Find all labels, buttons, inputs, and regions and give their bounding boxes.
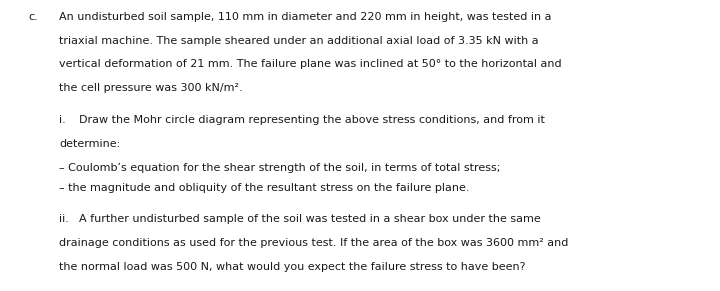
Text: drainage conditions as used for the previous test. If the area of the box was 36: drainage conditions as used for the prev…	[59, 238, 568, 248]
Text: – the magnitude and obliquity of the resultant stress on the failure plane.: – the magnitude and obliquity of the res…	[59, 183, 469, 193]
Text: vertical deformation of 21 mm. The failure plane was inclined at 50° to the hori: vertical deformation of 21 mm. The failu…	[59, 59, 562, 69]
Text: ii.: ii.	[59, 214, 69, 224]
Text: A further undisturbed sample of the soil was tested in a shear box under the sam: A further undisturbed sample of the soil…	[79, 214, 541, 224]
Text: the normal load was 500 N, what would you expect the failure stress to have been: the normal load was 500 N, what would yo…	[59, 262, 526, 272]
Text: the cell pressure was 300 kN/m².: the cell pressure was 300 kN/m².	[59, 83, 243, 93]
Text: Draw the Mohr circle diagram representing the above stress conditions, and from : Draw the Mohr circle diagram representin…	[79, 115, 545, 125]
Text: c.: c.	[29, 12, 39, 22]
Text: determine:: determine:	[59, 139, 120, 149]
Text: – Coulomb’s equation for the shear strength of the soil, in terms of total stres: – Coulomb’s equation for the shear stren…	[59, 163, 500, 173]
Text: An undisturbed soil sample, 110 mm in diameter and 220 mm in height, was tested : An undisturbed soil sample, 110 mm in di…	[59, 12, 552, 22]
Text: i.: i.	[59, 115, 66, 125]
Text: triaxial machine. The sample sheared under an additional axial load of 3.35 kN w: triaxial machine. The sample sheared und…	[59, 36, 539, 45]
